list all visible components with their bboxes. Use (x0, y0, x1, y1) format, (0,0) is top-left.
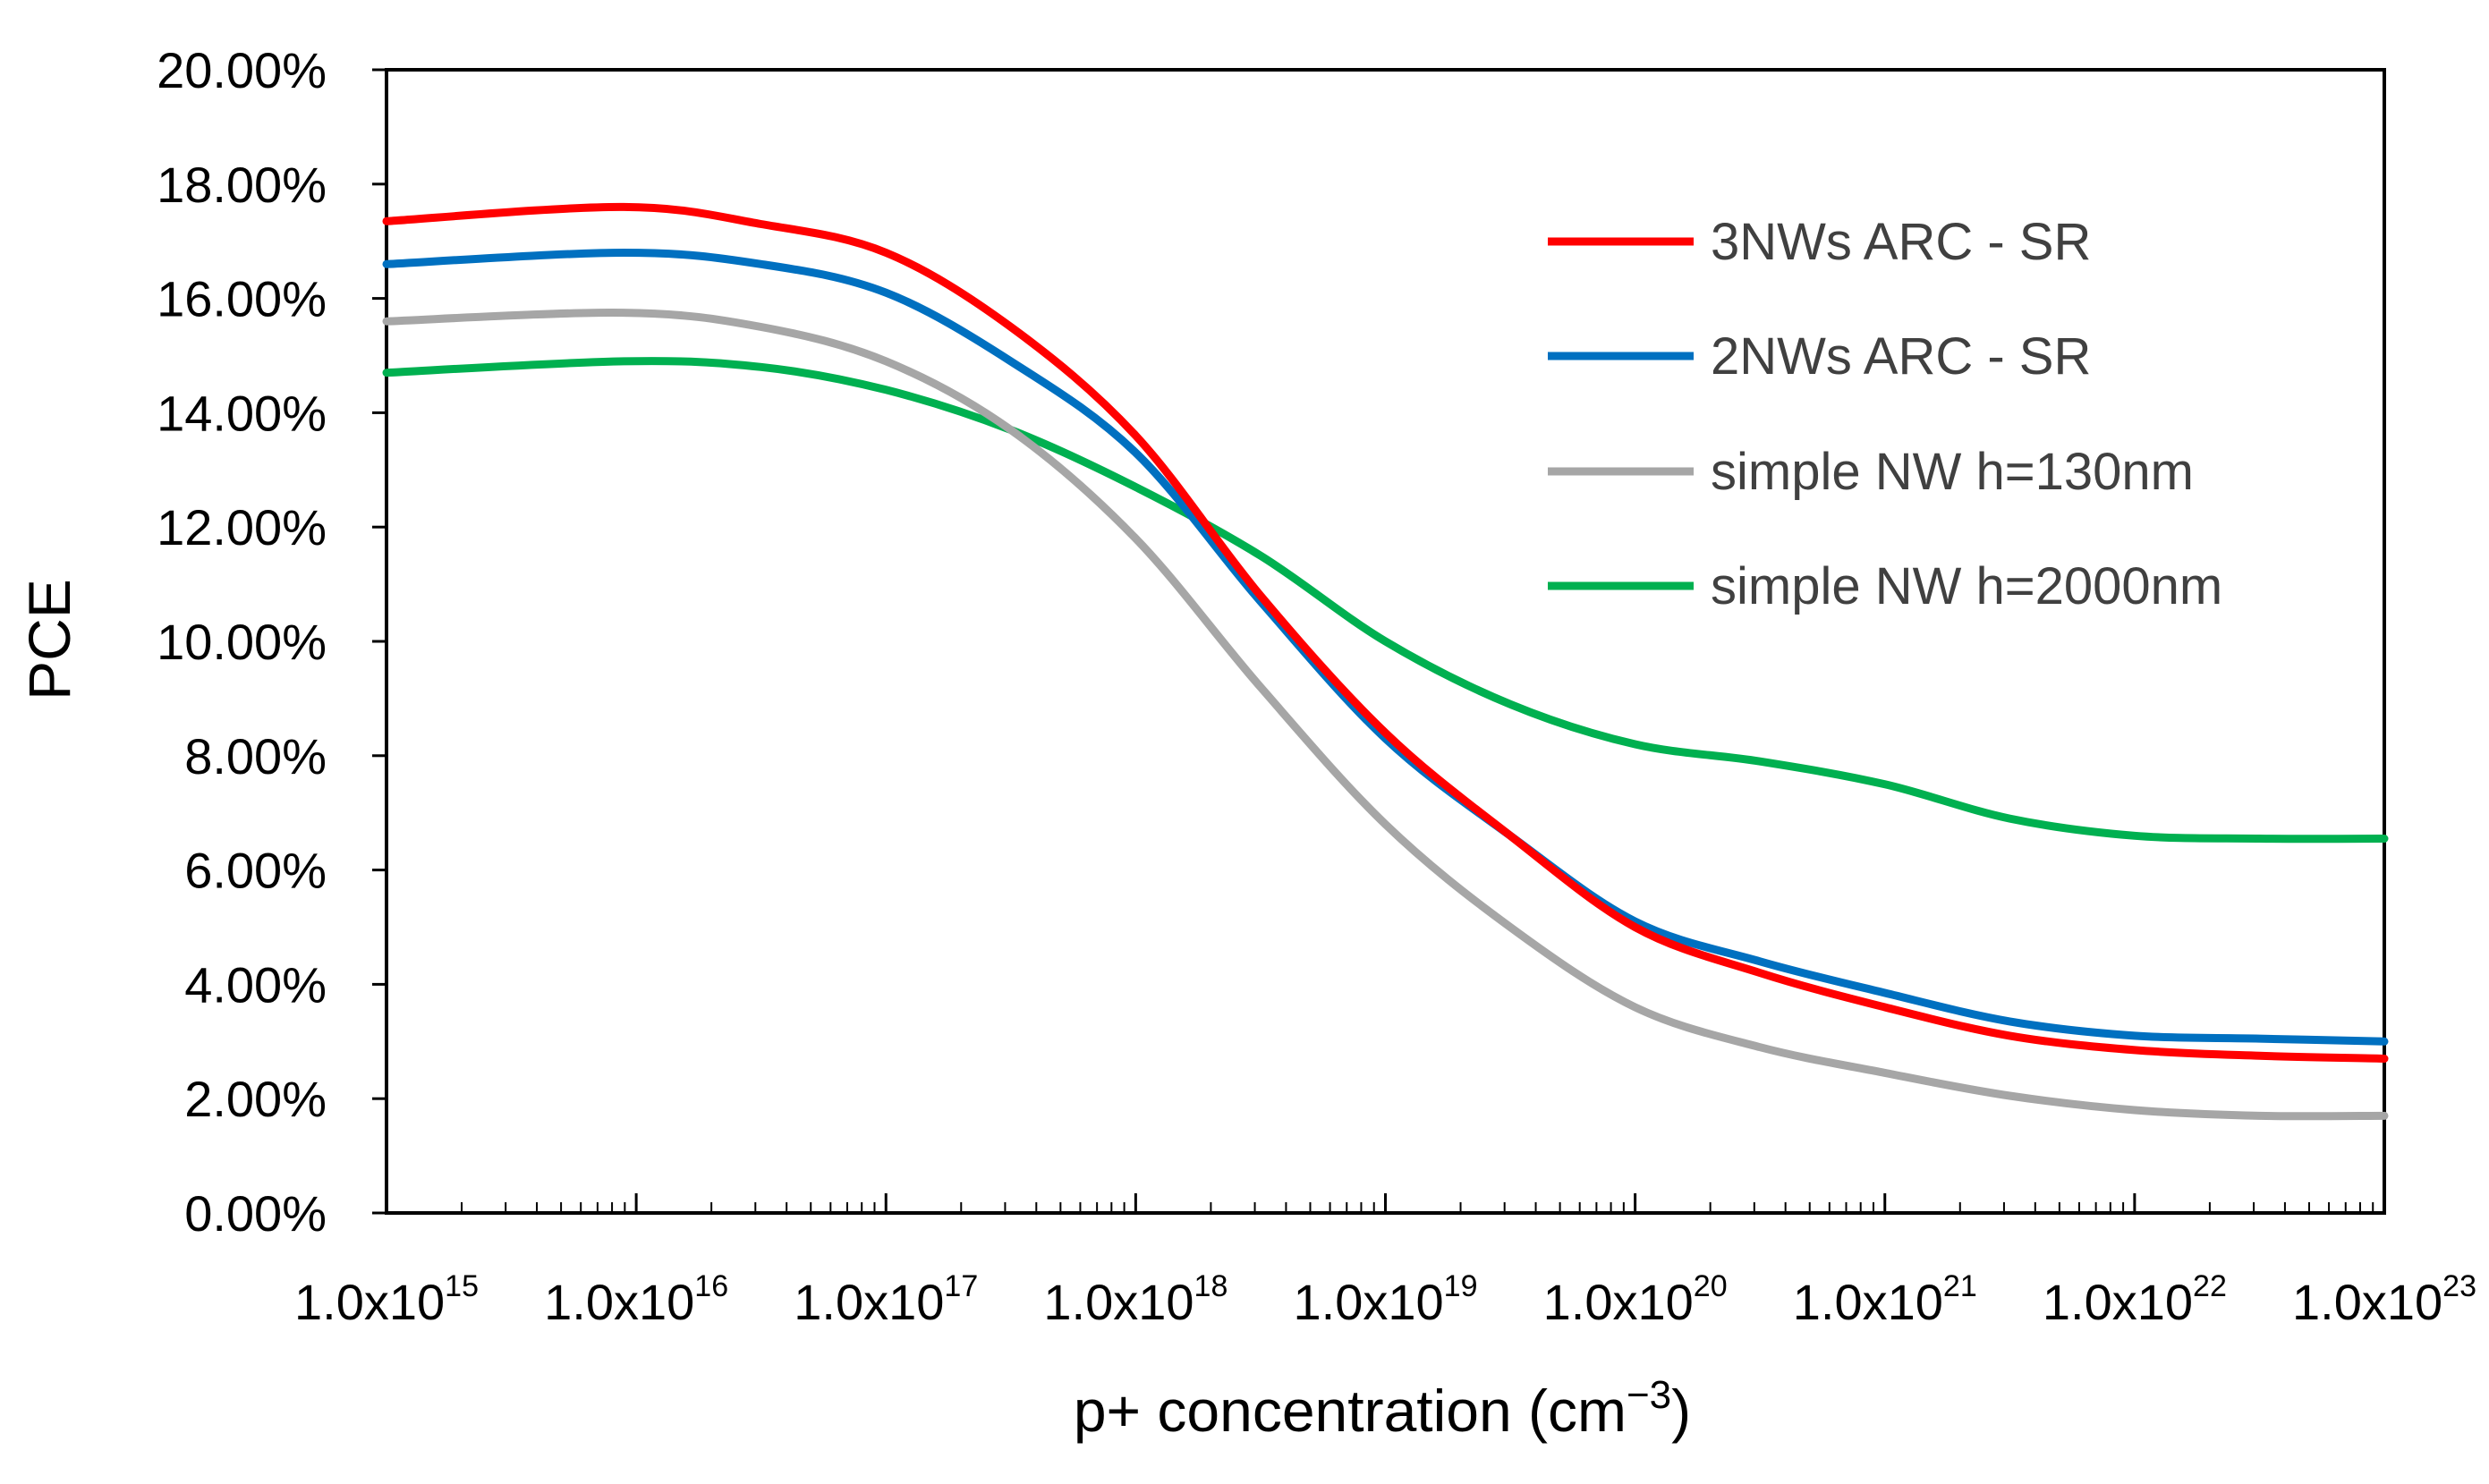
x-tick-exponent: 15 (445, 1269, 479, 1303)
y-tick-label: 6.00% (184, 843, 327, 899)
x-tick-exponent: 17 (944, 1269, 978, 1303)
x-tick-exponent: 20 (1694, 1269, 1728, 1303)
x-tick-label: 1.0x1015 (294, 1269, 479, 1330)
x-axis-label: p+ concentration (cm−3) (1074, 1373, 1691, 1444)
legend: 3NWs ARC - SR 2NWs ARC - SR simple NW h=13… (1548, 213, 2222, 615)
x-tick-label: 1.0x1018 (1043, 1269, 1228, 1330)
x-tick-exponent: 23 (2442, 1269, 2476, 1303)
series-lines (382, 202, 2389, 1121)
legend-label: 3NWs ARC - SR (1711, 213, 2091, 271)
x-axis-label-base: p+ concentration (cm (1074, 1378, 1627, 1444)
y-tick-label: 10.00% (157, 614, 327, 670)
legend-label: simple NW h=2000nm (1711, 557, 2222, 615)
y-tick-label: 4.00% (184, 956, 327, 1013)
x-tick-label: 1.0x1023 (2292, 1269, 2476, 1330)
x-tick-exponent: 22 (2193, 1269, 2227, 1303)
series-line-3nws-arc-sr (382, 202, 2389, 1063)
x-tick-base: 1.0x10 (2292, 1274, 2442, 1330)
x-tick-label: 1.0x1022 (2043, 1269, 2227, 1330)
legend-label: 2NWs ARC - SR (1711, 327, 2091, 386)
x-tick-base: 1.0x10 (544, 1274, 694, 1330)
x-tick-base: 1.0x10 (1043, 1274, 1194, 1330)
x-tick-exponent: 19 (1444, 1269, 1478, 1303)
legend-label: simple NW h=130nm (1711, 443, 2194, 501)
x-tick-base: 1.0x10 (794, 1274, 944, 1330)
x-tick-base: 1.0x10 (1793, 1274, 1943, 1330)
x-tick-label: 1.0x1017 (794, 1269, 978, 1330)
y-tick-label: 14.00% (157, 385, 327, 441)
x-tick-base: 1.0x10 (2043, 1274, 2193, 1330)
y-axis-ticks: 0.00% 2.00% 4.00% 6.00% 8.00% 10.00% 12.00% 14.… (157, 42, 387, 1242)
series-line-simple-nw-h-130nm (382, 309, 2389, 1121)
y-tick-label: 0.00% (184, 1185, 327, 1242)
y-axis-label: PCE (16, 579, 82, 700)
x-tick-base: 1.0x10 (1294, 1274, 1444, 1330)
y-tick-label: 20.00% (157, 42, 327, 98)
x-axis-label-sup: −3 (1627, 1373, 1671, 1417)
x-tick-label: 1.0x1016 (544, 1269, 728, 1330)
x-tick-base: 1.0x10 (294, 1274, 445, 1330)
x-axis-label-suffix: ) (1671, 1378, 1691, 1444)
x-tick-label: 1.0x1020 (1543, 1269, 1728, 1330)
y-tick-label: 8.00% (184, 728, 327, 784)
series-line-simple-nw-h-2000nm (382, 357, 2389, 844)
x-tick-exponent: 21 (1943, 1269, 1977, 1303)
x-axis-ticks: 1.0x1015 1.0x1016 1.0x1017 1.0x1018 1.0x1019… (294, 1193, 2476, 1330)
x-tick-exponent: 16 (694, 1269, 728, 1303)
y-tick-label: 12.00% (157, 499, 327, 555)
x-tick-base: 1.0x10 (1543, 1274, 1694, 1330)
y-tick-label: 2.00% (184, 1071, 327, 1127)
y-tick-label: 16.00% (157, 271, 327, 327)
series-line-2nws-arc-sr (382, 249, 2389, 1046)
x-tick-label: 1.0x1021 (1793, 1269, 1977, 1330)
y-tick-label: 18.00% (157, 157, 327, 213)
x-tick-label: 1.0x1019 (1294, 1269, 1478, 1330)
x-tick-exponent: 18 (1194, 1269, 1228, 1303)
